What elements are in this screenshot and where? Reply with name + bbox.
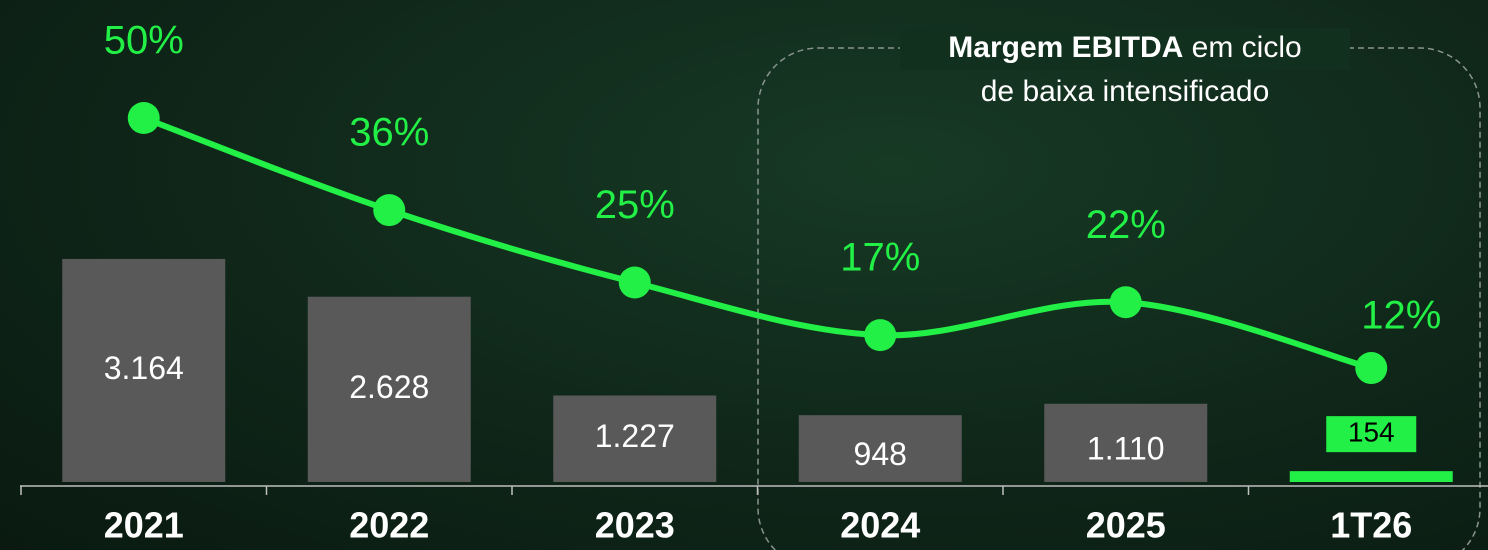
margin-point bbox=[1109, 286, 1142, 319]
margin-point bbox=[618, 266, 651, 299]
line-value-label: 22% bbox=[1086, 203, 1166, 247]
annotation-bold: Margem EBITDA bbox=[948, 31, 1183, 64]
bar bbox=[1044, 403, 1208, 482]
bar-value-label: 154 bbox=[1348, 417, 1395, 448]
line-value-label: 50% bbox=[104, 19, 184, 63]
margin-point bbox=[1355, 352, 1388, 385]
bar bbox=[798, 415, 962, 482]
line-value-label: 36% bbox=[349, 111, 429, 155]
margin-point bbox=[127, 102, 160, 134]
margin-line bbox=[142, 115, 1373, 371]
bar bbox=[553, 395, 717, 482]
bar bbox=[62, 258, 226, 482]
bar-value-label: 948 bbox=[854, 436, 907, 472]
annotation-bg bbox=[900, 28, 1350, 70]
line-value-label: 17% bbox=[840, 236, 920, 280]
line-value-label: 12% bbox=[1361, 294, 1441, 338]
bar-value-label: 1.227 bbox=[595, 418, 675, 454]
bar-value-label: 1.110 bbox=[1087, 430, 1165, 466]
x-tick-label: 2024 bbox=[840, 505, 920, 546]
annotation-text: em ciclo bbox=[1192, 31, 1302, 64]
margin-point bbox=[373, 194, 406, 227]
x-tick-label: 2022 bbox=[349, 505, 429, 546]
bar bbox=[307, 296, 471, 482]
x-tick-label: 1T26 bbox=[1330, 505, 1412, 546]
value-label-bg bbox=[1326, 416, 1417, 453]
line-value-label: 25% bbox=[595, 183, 675, 227]
annotation-line-1: Margem EBITDA em ciclo bbox=[948, 31, 1301, 64]
annotation-line-2: de baixa intensificado bbox=[981, 75, 1270, 108]
margin-point bbox=[864, 319, 897, 352]
x-tick-label: 2025 bbox=[1086, 505, 1166, 546]
bar-value-label: 2.628 bbox=[349, 369, 429, 405]
bar-value-label: 3.164 bbox=[104, 350, 184, 386]
x-tick-label: 2021 bbox=[104, 505, 184, 546]
x-tick-label: 2023 bbox=[595, 505, 675, 546]
bar bbox=[1289, 471, 1453, 482]
